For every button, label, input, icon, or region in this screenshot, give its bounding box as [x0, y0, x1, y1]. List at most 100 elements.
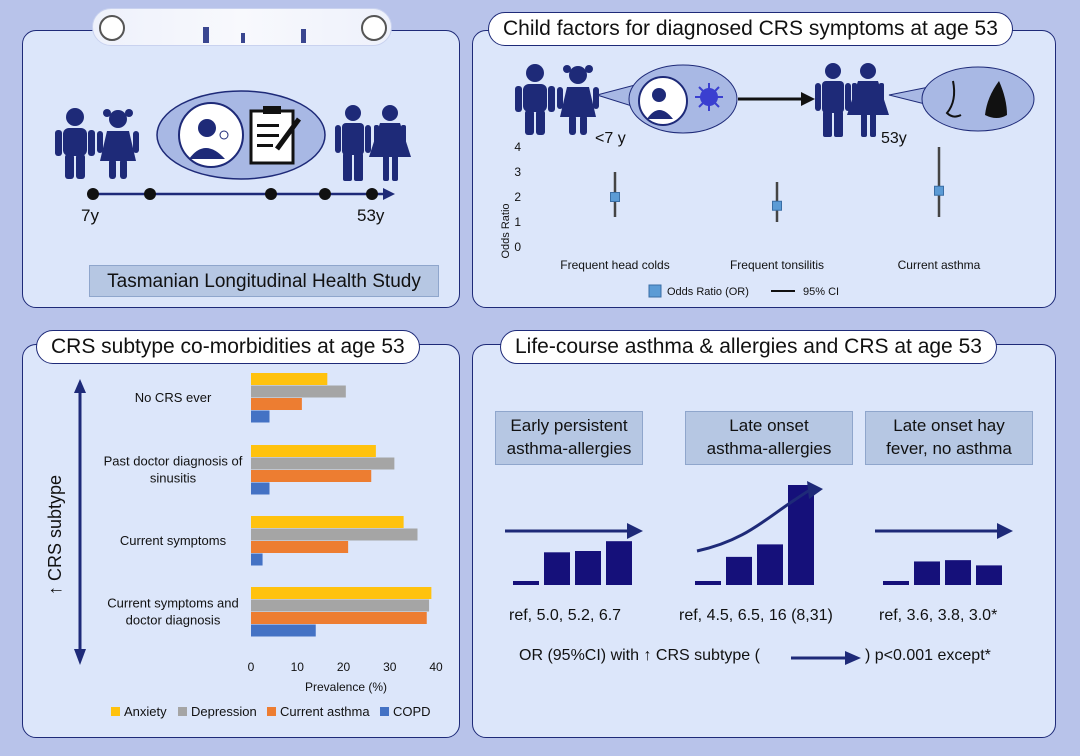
age-end-label: 53y — [357, 206, 385, 225]
woman-icon — [847, 63, 889, 137]
mini-bar — [945, 560, 971, 585]
boy-icon — [55, 108, 95, 179]
subtype-axis-arrow-down — [74, 649, 86, 665]
bar-x-axis-title: Prevalence (%) — [305, 680, 387, 694]
odds-ratio-x-label: Current asthma — [898, 258, 981, 272]
mini-bar — [726, 556, 752, 585]
panel4-title: Life-course asthma & allergies and CRS a… — [500, 330, 997, 364]
or-point — [934, 185, 944, 196]
nose-outline-icon — [945, 80, 962, 118]
bar-marks — [251, 373, 432, 637]
legend-label: COPD — [393, 704, 431, 719]
bar-depression — [251, 599, 430, 612]
mini-bar — [544, 552, 570, 585]
life-course-panel: Early persistent asthma-allergies Late o… — [472, 344, 1056, 738]
bar-depression — [251, 385, 346, 398]
bar-copd — [251, 410, 270, 423]
progression-arrowhead — [801, 92, 815, 106]
bar-depression — [251, 528, 418, 541]
mini-bar — [606, 541, 632, 585]
bar-x-tick: 20 — [337, 660, 351, 674]
bar-category-label: Current symptoms — [120, 533, 227, 548]
clipboard-icon — [249, 106, 302, 165]
girl-icon — [557, 65, 599, 135]
group-box-2: Late onset asthma-allergies — [685, 411, 853, 465]
girl-icon — [97, 109, 139, 179]
nose-symptom-bubble — [888, 66, 1035, 132]
odds-ratio-x-label: Frequent tonsilitis — [730, 258, 824, 272]
legend-swatch — [111, 707, 120, 716]
nose-solid-icon — [985, 81, 1007, 118]
group-box-3: Late onset hay fever, no asthma — [865, 411, 1033, 465]
bar-current-asthma — [251, 470, 372, 482]
top-decorative-banner — [92, 8, 392, 46]
footer-text-right: ) p<0.001 except* — [865, 647, 991, 664]
or-point — [772, 200, 782, 211]
or-mini-charts — [505, 481, 1013, 665]
mini-bar — [976, 565, 1002, 585]
mini-bar — [883, 581, 909, 585]
bar-category-label: No CRS ever — [135, 390, 212, 405]
bar-category-label: Past doctor diagnosis of — [104, 454, 243, 469]
group-3-label-line1: Late onset hay — [893, 416, 1005, 435]
age-start-label: 7y — [81, 206, 99, 225]
child-factors-panel: <7 y 53y Odds Ratio — [472, 30, 1056, 308]
group-2-label-line2: asthma-allergies — [706, 439, 832, 458]
bar-x-ticks: 0 10 20 30 40 — [248, 660, 443, 674]
mini-bar — [513, 581, 539, 585]
bar-anxiety — [251, 516, 404, 528]
legend-label: Anxiety — [124, 704, 167, 719]
group-box-1: Early persistent asthma-allergies — [495, 411, 643, 465]
bar-current-asthma — [251, 541, 349, 553]
bar-anxiety — [251, 587, 432, 599]
bar-anxiety — [251, 373, 328, 385]
subtype-axis-arrow-up — [74, 379, 86, 393]
odds-ratio-x-labels: Frequent head colds Frequent tonsilitis Cu… — [560, 258, 980, 272]
legend-swatch — [380, 707, 389, 716]
group-1-label-line1: Early persistent — [510, 416, 628, 435]
mini-bar — [575, 551, 601, 585]
bar-x-tick: 0 — [248, 660, 255, 674]
timeline-points — [87, 188, 378, 200]
bar-x-tick: 10 — [291, 660, 305, 674]
adult-age-label: 53y — [881, 130, 907, 147]
odds-ratio-y-tick: 3 — [514, 165, 521, 179]
bar-copd — [251, 553, 263, 566]
legend-or-swatch — [648, 284, 662, 298]
bar-category-label: doctor diagnosis — [126, 613, 221, 628]
study-illustration: 7y 53y — [55, 90, 411, 225]
bar-current-asthma — [251, 612, 427, 624]
banner-right-icon — [361, 15, 387, 41]
odds-ratio-y-tick: 0 — [514, 240, 521, 254]
bar-copd — [251, 482, 270, 495]
bar-anxiety — [251, 445, 376, 457]
group-3-or-values: ref, 3.6, 3.8, 3.0* — [879, 607, 998, 624]
child-symptom-bubble — [595, 64, 738, 134]
legend-swatch — [267, 707, 276, 716]
panel3-title: CRS subtype co-morbidities at age 53 — [36, 330, 420, 364]
group-2-or-values: ref, 4.5, 6.5, 16 (8,31) — [679, 607, 833, 624]
footer-arrowhead — [845, 651, 861, 665]
sneezing-person-icon — [638, 76, 688, 126]
woman-icon — [369, 105, 411, 181]
bar-legend: Anxiety Depression Current asthma COPD — [111, 704, 431, 719]
odds-ratio-y-tick: 1 — [514, 215, 521, 229]
mini-bar — [914, 561, 940, 585]
group-3-label-line2: fever, no asthma — [886, 439, 1012, 458]
odds-ratio-chart: <7 y 53y Odds Ratio — [500, 63, 1035, 298]
panel2-title: Child factors for diagnosed CRS symptoms… — [488, 12, 1013, 46]
group-1-or-values: ref, 5.0, 5.2, 6.7 — [509, 607, 622, 624]
man-icon — [815, 63, 851, 137]
odds-ratio-marks — [610, 147, 944, 222]
timeline-arrowhead — [383, 188, 395, 200]
bar-copd — [251, 624, 316, 637]
legend-label: Depression — [191, 704, 257, 719]
bar-category-label: Current symptoms and — [107, 596, 239, 611]
bar-depression — [251, 457, 395, 470]
legend-swatch — [178, 707, 187, 716]
legend-ci-label: 95% CI — [803, 286, 839, 298]
study-panel: 7y 53y Tasmanian Longitudinal Health Stu… — [22, 30, 460, 308]
bar-category-labels: No CRS ever Past doctor diagnosis of sinus… — [104, 390, 243, 628]
mini-bar-marks — [513, 485, 1002, 585]
odds-ratio-y-ticks: 0 1 2 3 4 — [514, 140, 521, 254]
